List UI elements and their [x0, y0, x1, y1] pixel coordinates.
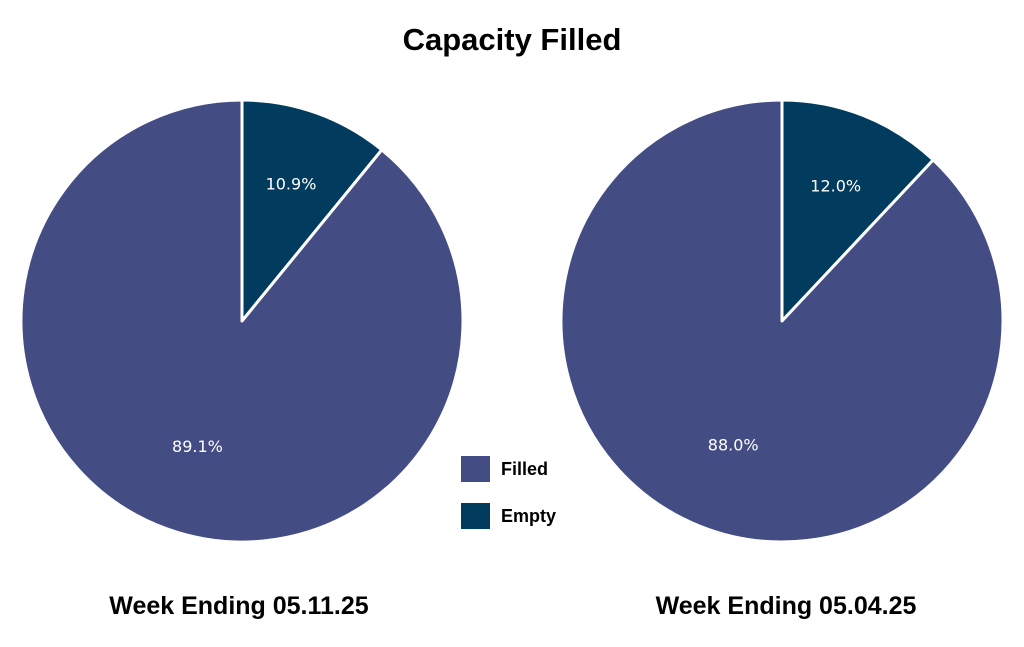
pie-title-week-05-11-25: Week Ending 05.11.25	[109, 592, 368, 620]
legend-label-filled: Filled	[501, 459, 548, 479]
legend-label-empty: Empty	[501, 506, 556, 526]
pie-value-label-filled: 88.0%	[708, 435, 759, 454]
pie-chart-week-05-04-25: 12.0% 88.0%	[559, 98, 1005, 544]
legend: Filled Empty	[461, 456, 556, 529]
pie-chart-week-05-11-25: 10.9% 89.1%	[19, 98, 465, 544]
pie-title-week-05-04-25: Week Ending 05.04.25	[656, 592, 917, 620]
pie-slice-empty	[780, 98, 935, 323]
pie-slice-filled	[19, 98, 465, 544]
pie-slice-empty	[240, 98, 384, 323]
pie-value-label-empty: 10.9%	[266, 175, 317, 194]
chart-title: Capacity Filled	[403, 22, 622, 57]
pie-value-label-empty: 12.0%	[810, 176, 861, 195]
pie-slice-filled	[559, 98, 1005, 544]
pie-value-label-filled: 89.1%	[172, 437, 223, 456]
legend-swatch-empty	[461, 503, 490, 529]
legend-swatch-filled	[461, 456, 490, 482]
